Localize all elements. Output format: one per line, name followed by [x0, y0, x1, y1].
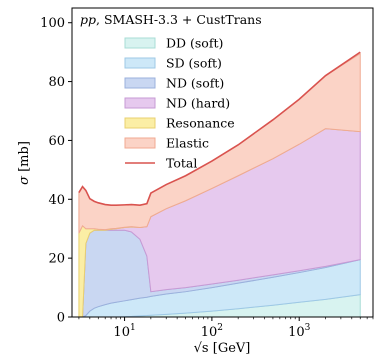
legend-item-dd-soft: DD (soft): [124, 36, 223, 51]
y-tick-label: 100: [40, 16, 65, 31]
stacked-areas: [78, 52, 361, 318]
total-line-group: [78, 51, 361, 206]
x-tick-label: 101: [113, 323, 135, 340]
legend-label: Resonance: [166, 116, 235, 131]
legend-swatch: [124, 117, 156, 129]
legend-swatch: [124, 37, 156, 49]
legend-item-elastic: Elastic: [124, 136, 209, 151]
y-tick-label: 40: [48, 193, 65, 208]
legend-item-resonance: Resonance: [124, 116, 235, 131]
y-tick-label: 60: [48, 134, 65, 149]
legend: pp, SMASH-3.3 + CustTrans DD (soft) SD (so…: [80, 12, 262, 171]
legend-label: Elastic: [166, 136, 209, 151]
y-tick-label: 20: [48, 252, 65, 267]
legend-label: ND (hard): [166, 96, 230, 111]
legend-title: pp, SMASH-3.3 + CustTrans: [80, 12, 262, 27]
legend-label: DD (soft): [166, 36, 223, 51]
legend-swatch: [124, 137, 156, 149]
y-tick-label: 0: [57, 311, 65, 326]
x-tick-label: 103: [288, 323, 311, 340]
legend-swatch: [124, 57, 156, 69]
plot-frame: [71, 7, 374, 318]
legend-swatch: [124, 77, 156, 89]
legend-label: ND (soft): [166, 76, 224, 91]
y-axis-label: σ [mb]: [17, 141, 32, 185]
y-axis-ticks: 0 20 40 60 80 100: [40, 16, 72, 326]
legend-swatch: [124, 97, 156, 109]
legend-label: SD (soft): [166, 56, 222, 71]
legend-item-nd-hard: ND (hard): [124, 96, 230, 111]
x-axis-ticks: 101 102 103: [78, 317, 374, 340]
x-axis-label: √s [GeV]: [194, 341, 251, 356]
legend-item-total: Total: [125, 156, 197, 171]
legend-item-sd-soft: SD (soft): [124, 56, 222, 71]
legend-label: Total: [166, 156, 197, 171]
line-total: [78, 51, 361, 206]
x-tick-label: 102: [201, 323, 223, 340]
legend-item-nd-soft: ND (soft): [124, 76, 224, 91]
y-tick-label: 80: [48, 75, 65, 90]
